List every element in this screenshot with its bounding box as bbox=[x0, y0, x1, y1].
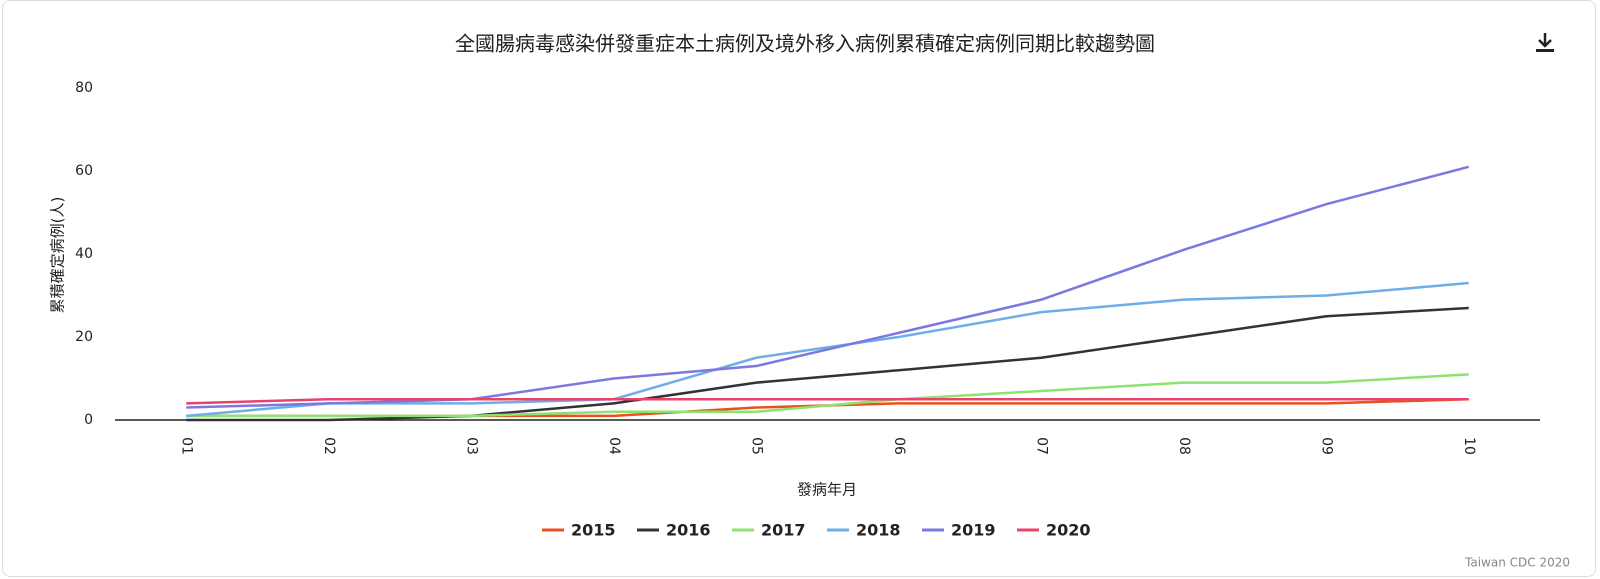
series-line bbox=[186, 306, 1469, 422]
legend-label: 2018 bbox=[856, 521, 901, 540]
chart-title: 全國腸病毒感染併發重症本土病例及境外移入病例累積確定病例同期比較趨勢圖 bbox=[455, 32, 1155, 56]
y-tick-label: 0 bbox=[84, 412, 93, 428]
x-tick-label: 07 bbox=[1033, 437, 1049, 455]
x-tick-label: 09 bbox=[1318, 437, 1334, 455]
series-line bbox=[186, 165, 1470, 409]
x-tick-label: 05 bbox=[748, 437, 764, 455]
y-tick-label: 60 bbox=[75, 163, 93, 179]
download-button[interactable] bbox=[1536, 33, 1554, 52]
y-tick-label: 20 bbox=[75, 329, 93, 345]
legend-item[interactable]: 2015 bbox=[542, 521, 616, 540]
x-tick-label: 10 bbox=[1461, 437, 1477, 455]
series-line bbox=[186, 373, 1469, 418]
x-tick-label: 08 bbox=[1176, 437, 1192, 455]
legend-label: 2015 bbox=[571, 521, 616, 540]
y-axis-title: 累積確定病例(人) bbox=[49, 197, 67, 314]
download-icon-base bbox=[1536, 49, 1554, 52]
legend-item[interactable]: 2016 bbox=[637, 521, 711, 540]
x-tick-label: 01 bbox=[178, 437, 194, 455]
x-axis-title: 發病年月 bbox=[797, 481, 857, 499]
legend-item[interactable]: 2017 bbox=[732, 521, 806, 540]
series-line bbox=[186, 281, 1469, 418]
x-tick-label: 06 bbox=[891, 437, 907, 455]
download-icon bbox=[1538, 33, 1552, 48]
legend-item[interactable]: 2020 bbox=[1017, 521, 1091, 540]
series-line bbox=[186, 398, 1469, 405]
y-tick-label: 40 bbox=[75, 246, 93, 262]
legend-label: 2017 bbox=[761, 521, 806, 540]
legend-label: 2020 bbox=[1046, 521, 1091, 540]
legend-item[interactable]: 2019 bbox=[922, 521, 996, 540]
x-tick-label: 03 bbox=[463, 437, 479, 455]
legend-label: 2016 bbox=[666, 521, 711, 540]
y-tick-label: 80 bbox=[75, 80, 93, 96]
credits: Taiwan CDC 2020 bbox=[1464, 556, 1570, 570]
x-tick-label: 02 bbox=[321, 437, 337, 455]
x-tick-label: 04 bbox=[606, 437, 622, 455]
legend-label: 2019 bbox=[951, 521, 996, 540]
legend-item[interactable]: 2018 bbox=[827, 521, 901, 540]
